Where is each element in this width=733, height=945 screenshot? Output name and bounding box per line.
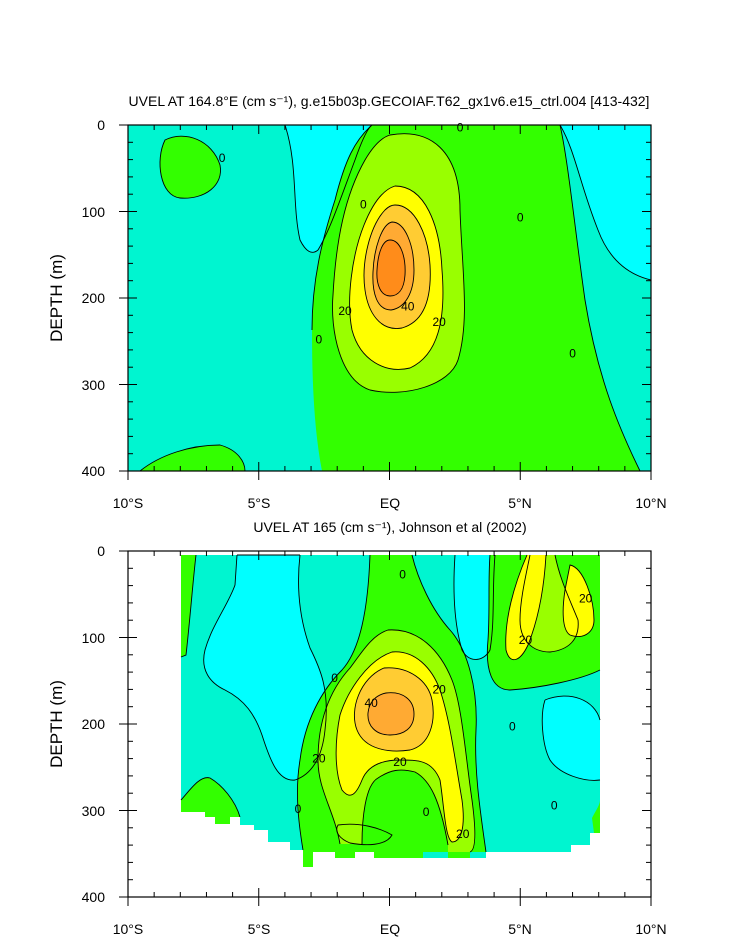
bottom-contour-label: 20 bbox=[433, 682, 447, 696]
bottom-contour-label: 0 bbox=[331, 671, 338, 685]
bottom-contour-line bbox=[297, 554, 487, 853]
bottom-contour-label: 20 bbox=[579, 592, 593, 606]
top-contour-label: 0 bbox=[569, 346, 576, 360]
bottom-fill-20-30-right bbox=[505, 555, 546, 660]
bottom-fill-20-30-far bbox=[563, 565, 594, 637]
bottom-contour-label: 0 bbox=[423, 805, 430, 819]
top-x-tick-label: 10°N bbox=[635, 495, 666, 511]
bottom-fill-pos-leftlow bbox=[181, 777, 240, 824]
bottom-panel: UVEL AT 165 (cm s⁻¹), Johnson et al (200… bbox=[47, 519, 667, 937]
bottom-contour-label: 20 bbox=[393, 755, 407, 769]
bottom-contour-label: 40 bbox=[365, 696, 379, 710]
bottom-contour-line bbox=[180, 554, 197, 658]
bottom-fill-40 bbox=[367, 692, 414, 735]
top-y-tick-label: 200 bbox=[82, 290, 106, 306]
top-contour-line bbox=[363, 204, 431, 329]
top-contour-line bbox=[376, 239, 406, 297]
bottom-contour-line bbox=[562, 564, 595, 637]
bottom-x-tick-label: 5°N bbox=[508, 921, 532, 937]
bottom-y-tick-label: 100 bbox=[82, 630, 106, 646]
top-x-tick-label: 5°S bbox=[248, 495, 271, 511]
bottom-x-tick-labels: 10°S 5°S EQ 5°N 10°N bbox=[113, 921, 667, 937]
top-contour-line bbox=[159, 135, 221, 199]
top-y-tick-label: 400 bbox=[82, 463, 106, 479]
bottom-x-tick-label: 10°N bbox=[635, 921, 666, 937]
top-panel: UVEL AT 164.8°E (cm s⁻¹), g.e15b03p.GECO… bbox=[47, 93, 667, 511]
top-contour-label: 0 bbox=[316, 333, 323, 347]
bottom-y-tick-labels: 0 100 200 300 400 bbox=[82, 543, 106, 905]
top-contour-label: 0 bbox=[517, 211, 524, 225]
top-contour-label: 20 bbox=[338, 304, 352, 318]
top-contour-line bbox=[559, 125, 651, 281]
top-fill-pos-bottomleft bbox=[140, 445, 245, 471]
bottom-contour-label: 0 bbox=[399, 567, 406, 581]
bottom-contour-line bbox=[367, 692, 415, 736]
bottom-contour-label: 0 bbox=[551, 798, 558, 812]
bottom-y-tick-label: 0 bbox=[97, 543, 105, 559]
top-x-tick-labels: 10°S 5°S EQ 5°N 10°N bbox=[113, 495, 667, 511]
top-contour-line bbox=[372, 221, 415, 311]
top-contour-label: 0 bbox=[360, 198, 367, 212]
top-contour-line bbox=[332, 133, 465, 393]
top-contour-line bbox=[139, 444, 246, 471]
top-contour-label: 40 bbox=[401, 300, 415, 314]
bottom-contour-line bbox=[353, 667, 434, 752]
top-x-tick-label: 5°N bbox=[508, 495, 532, 511]
bottom-contour-line bbox=[335, 651, 464, 843]
bottom-contour-label: 0 bbox=[509, 720, 516, 734]
top-contour-field bbox=[128, 125, 651, 471]
top-contour-line bbox=[284, 125, 373, 253]
bottom-ticks bbox=[119, 550, 652, 906]
bottom-contour-line bbox=[519, 554, 579, 653]
bottom-y-axis-label: DEPTH (m) bbox=[47, 680, 66, 768]
bottom-x-tick-label: 5°S bbox=[248, 921, 271, 937]
top-fill-core bbox=[376, 240, 406, 296]
top-y-axis-label: DEPTH (m) bbox=[47, 254, 66, 342]
bottom-contour-line bbox=[505, 554, 547, 660]
top-y-tick-label: 0 bbox=[97, 117, 105, 133]
bottom-fill-neg-a bbox=[203, 555, 327, 781]
bottom-contour-line bbox=[336, 823, 393, 846]
bottom-y-tick-label: 200 bbox=[82, 716, 106, 732]
top-title: UVEL AT 164.8°E (cm s⁻¹), g.e15b03p.GECO… bbox=[129, 93, 650, 109]
top-fill-pos-topleft bbox=[160, 136, 221, 199]
top-y-tick-label: 100 bbox=[82, 204, 106, 220]
bottom-contour-field bbox=[180, 554, 601, 867]
bottom-contour-line bbox=[541, 695, 601, 781]
bottom-x-tick-label: 10°S bbox=[113, 921, 144, 937]
bottom-y-tick-label: 300 bbox=[82, 803, 106, 819]
bottom-title: UVEL AT 165 (cm s⁻¹), Johnson et al (200… bbox=[253, 519, 526, 535]
top-y-tick-label: 300 bbox=[82, 377, 106, 393]
top-contour-label: 0 bbox=[219, 151, 226, 165]
top-x-tick-label: 10°S bbox=[113, 495, 144, 511]
bottom-contour-label: 20 bbox=[519, 633, 533, 647]
bottom-y-tick-label: 400 bbox=[82, 889, 106, 905]
bottom-contour-label: 20 bbox=[312, 752, 326, 766]
bottom-contour-line bbox=[486, 554, 601, 691]
top-contour-label: 20 bbox=[433, 315, 447, 329]
top-fill-neg-right bbox=[560, 125, 651, 280]
bottom-contour-line bbox=[203, 554, 327, 781]
bottom-x-tick-label: EQ bbox=[380, 921, 400, 937]
bottom-contour-label: 0 bbox=[295, 802, 302, 816]
bottom-fill-neg-c bbox=[542, 696, 600, 781]
top-contour-labels: 0 0 0 0 0 0 20 40 20 bbox=[219, 121, 576, 361]
bottom-contour-labels: 0 20 20 0 20 40 0 20 20 0 0 0 20 bbox=[295, 567, 593, 841]
top-contour-line bbox=[311, 125, 641, 471]
top-ticks bbox=[119, 124, 652, 480]
bottom-fill-neg-b bbox=[453, 555, 495, 660]
top-y-tick-labels: 0 100 200 300 400 bbox=[82, 117, 106, 479]
bottom-contour-line bbox=[317, 629, 476, 853]
bottom-contour-line bbox=[453, 554, 496, 660]
top-contour-label: 0 bbox=[457, 121, 464, 135]
top-x-tick-label: EQ bbox=[380, 495, 400, 511]
top-contour-line bbox=[349, 185, 444, 370]
bottom-fill-pos-farright bbox=[592, 800, 600, 833]
bottom-contour-label: 20 bbox=[456, 827, 470, 841]
bottom-contour-line bbox=[180, 777, 241, 818]
bottom-fill-pos-left bbox=[181, 555, 196, 657]
